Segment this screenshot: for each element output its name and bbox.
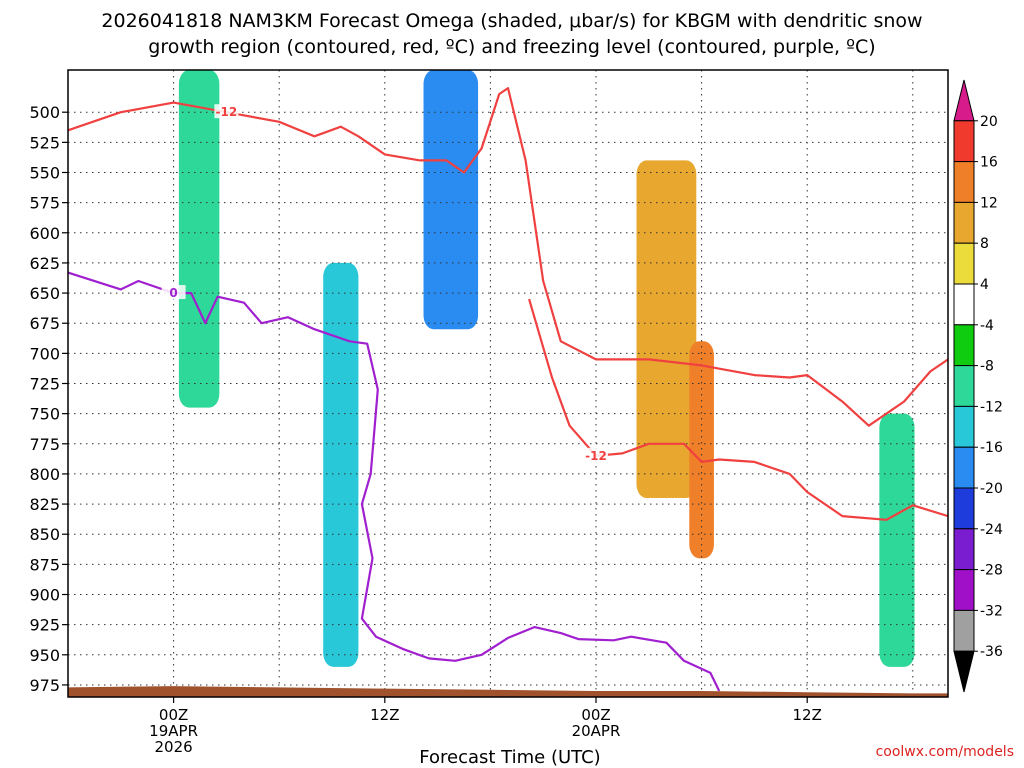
contour-label: -12 xyxy=(585,449,607,463)
colorbar-label: 16 xyxy=(980,155,998,171)
colorbar-box xyxy=(953,242,975,285)
omega-region-ascent xyxy=(423,70,479,330)
colorbar-box xyxy=(953,365,975,407)
x-tick-label: 20APR xyxy=(572,722,621,740)
x-tick-label: 19APR xyxy=(149,722,198,740)
y-tick-label: 725 xyxy=(29,375,60,394)
y-tick-label: 700 xyxy=(29,344,60,363)
colorbar-label: -24 xyxy=(980,522,1003,538)
y-tick-label: 675 xyxy=(29,314,60,333)
contour-line xyxy=(68,86,948,427)
y-tick-label: 975 xyxy=(29,676,60,695)
colorbar-label: -36 xyxy=(980,644,1003,660)
colorbar-label: 20 xyxy=(980,114,998,130)
y-tick-label: 650 xyxy=(29,284,60,303)
colorbar-box xyxy=(953,201,975,244)
colorbar-label: 4 xyxy=(980,277,989,293)
terrain-surface xyxy=(68,686,948,697)
y-tick-label: 550 xyxy=(29,163,60,182)
colorbar-label: -28 xyxy=(980,563,1003,579)
colorbar-box xyxy=(953,446,975,489)
colorbar-box xyxy=(953,569,975,611)
y-tick-label: 600 xyxy=(29,224,60,243)
chart-title-line-2: growth region (contoured, red, ºC) and f… xyxy=(148,36,875,58)
contour-label-bg xyxy=(584,447,608,462)
y-tick-label: 750 xyxy=(29,405,60,424)
y-tick-label: 800 xyxy=(29,465,60,484)
contour-label-bg xyxy=(214,104,239,119)
contour-line xyxy=(68,271,721,692)
colorbar-label: -12 xyxy=(980,399,1003,415)
y-tick-label: 950 xyxy=(29,646,60,665)
x-tick-label: 12Z xyxy=(370,706,399,724)
colorbar-box xyxy=(953,120,975,163)
y-tick-label: 575 xyxy=(29,194,60,213)
x-tick-label: 00Z xyxy=(581,706,610,724)
colorbar: 20 16 12 8 4 -4 -8 -12 -16 -20 -24 -28 -32 -36 xyxy=(953,79,1003,693)
y-tick-label: 850 xyxy=(29,525,60,544)
y-tick-label: 500 xyxy=(29,103,60,122)
colorbar-box xyxy=(953,487,975,530)
y-tick-label: 925 xyxy=(29,616,60,635)
colorbar-box xyxy=(953,405,975,448)
credit-text: coolwx.com/models xyxy=(876,744,1014,760)
colorbar-box xyxy=(953,528,975,571)
y-tick-label: 525 xyxy=(29,133,60,152)
x-tick-label: 12Z xyxy=(793,706,822,724)
y-tick-label: 875 xyxy=(29,555,60,574)
omega-region-ascent xyxy=(323,262,359,667)
colorbar-label: -16 xyxy=(980,440,1003,456)
chart-title-line-1: 2026041818 NAM3KM Forecast Omega (shaded… xyxy=(101,10,922,32)
omega-region-ascent xyxy=(178,70,220,408)
colorbar-box xyxy=(953,283,975,326)
y-axis: 500 525 550 575 600 625 650 675 700 725 750 775 800 8… xyxy=(29,103,68,695)
y-tick-label: 775 xyxy=(29,435,60,454)
colorbar-label: -4 xyxy=(980,318,994,334)
colorbar-box xyxy=(953,609,975,652)
colorbar-box xyxy=(953,324,975,367)
omega-region-ascent xyxy=(879,413,915,667)
grid-lines xyxy=(68,70,948,697)
colorbar-box xyxy=(953,161,975,203)
contour-label-bg xyxy=(161,285,186,300)
contour-label: -12 xyxy=(216,105,238,119)
x-axis-title: Forecast Time (UTC) xyxy=(419,747,600,768)
x-tick-label: 00Z xyxy=(159,706,188,724)
y-tick-label: 900 xyxy=(29,586,60,605)
omega-region-subsidence xyxy=(689,341,714,559)
colorbar-label: -32 xyxy=(980,603,1003,619)
colorbar-label: 12 xyxy=(980,195,998,211)
temperature-contours: -12 -12 0 xyxy=(68,86,948,692)
colorbar-bottom-triangle xyxy=(953,650,975,693)
colorbar-top-triangle xyxy=(953,79,975,122)
y-tick-label: 625 xyxy=(29,254,60,273)
colorbar-label: -20 xyxy=(980,481,1003,497)
colorbar-label: 8 xyxy=(980,236,989,252)
y-tick-label: 825 xyxy=(29,495,60,514)
contour-label: 0 xyxy=(169,286,177,300)
colorbar-label: -8 xyxy=(980,359,994,375)
x-tick-label: 2026 xyxy=(155,738,193,756)
